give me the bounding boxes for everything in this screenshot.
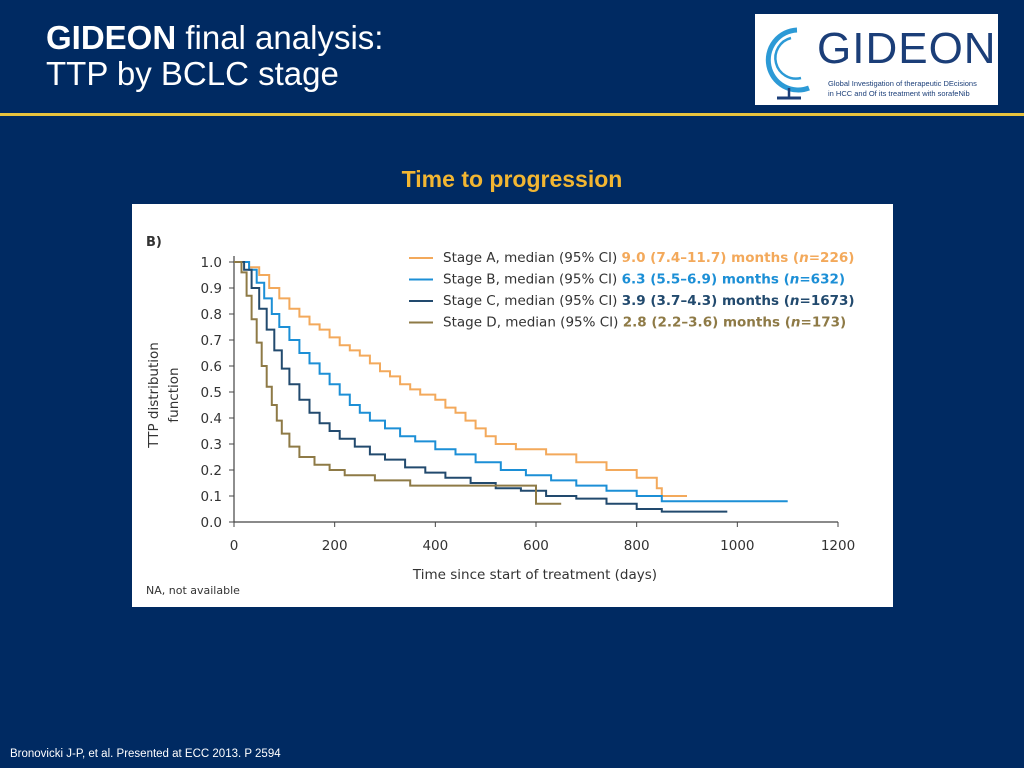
y-tick-label: 0.0 [201,515,222,531]
x-tick-label: 800 [624,538,650,554]
curve-stage_d [234,261,562,505]
legend-median: 9.0 (7.4–11.7) months ( [622,250,800,266]
y-tick-label: 0.1 [201,489,222,505]
chart-panel: B) 0.0 0.1 0.2 0.3 0.4 0.5 0.6 0.7 0.8 0.9 1.0 0 200… [132,204,893,607]
ttp-chart: B) 0.0 0.1 0.2 0.3 0.4 0.5 0.6 0.7 0.8 0.9 1.0 0 200… [146,235,855,597]
x-tick-label: 600 [523,538,549,554]
title-bold: GIDEON [46,19,177,56]
legend-n-value: =632) [799,272,845,288]
logo-wordmark: GIDEON [817,24,997,73]
chart-footnote: NA, not available [146,584,240,597]
x-tick-label: 1000 [720,538,754,554]
y-tick-label: 0.5 [201,385,222,401]
curve-stage_c [234,261,728,513]
legend-n-value: =226) [809,250,855,266]
x-tick-label: 1200 [821,538,855,554]
title-rest: final analysis: [176,19,384,56]
logo-tagline-line2: in HCC and Of its treatment with sorafeN… [828,89,970,98]
y-axis-label-line2: function [166,367,182,422]
legend-n-value: =1673) [800,293,855,309]
curve-stage_a [234,261,687,497]
legend-name: Stage B, median (95% CI) [443,272,622,288]
legend-entry-stage_c: Stage C, median (95% CI) 3.9 (3.7–4.3) m… [443,293,855,309]
legend-entry-stage_d: Stage D, median (95% CI) 2.8 (2.2–3.6) m… [443,315,846,331]
y-tick-label: 0.2 [201,463,222,479]
y-tick-label: 0.4 [201,411,222,427]
legend-entry-stage_b: Stage B, median (95% CI) 6.3 (5.5–6.9) m… [443,272,845,288]
gideon-logo: GIDEON Global Investigation of therapeut… [755,14,998,105]
legend-median: 3.9 (3.7–4.3) months ( [622,293,790,309]
section-title: Time to progression [401,166,623,192]
legend-median: 6.3 (5.5–6.9) months ( [622,272,790,288]
legend-n: n [790,272,800,288]
y-tick-label: 0.7 [201,333,222,349]
y-tick-label: 0.9 [201,281,222,297]
legend-n: n [799,250,809,266]
y-tick-label: 1.0 [201,255,222,271]
globe-icon [765,27,810,100]
x-tick-label: 200 [322,538,348,554]
legend-name: Stage D, median (95% CI) [443,315,623,331]
y-tick-label: 0.8 [201,307,222,323]
x-tick-label: 400 [422,538,448,554]
curve-stage_b [234,261,788,503]
header-divider [0,113,1024,116]
legend-n: n [791,315,801,331]
panel-label: B) [146,235,162,250]
logo-tagline-line1: Global Investigation of therapeutic DEci… [828,79,977,88]
x-axis-label: Time since start of treatment (days) [412,567,657,583]
slide-title: GIDEON final analysis: TTP by BCLC stage [46,20,383,92]
source-citation: Bronovicki J-P, et al. Presented at ECC … [10,748,281,760]
y-axis-label-line1: TTP distribution [146,342,162,449]
legend-median: 2.8 (2.2–3.6) months ( [623,315,791,331]
legend-name: Stage C, median (95% CI) [443,293,622,309]
legend-entry-stage_a: Stage A, median (95% CI) 9.0 (7.4–11.7) … [443,250,854,266]
y-tick-label: 0.3 [201,437,222,453]
logo-tagline: Global Investigation of therapeutic DEci… [828,79,977,99]
y-tick-label: 0.6 [201,359,222,375]
legend-name: Stage A, median (95% CI) [443,250,622,266]
legend-n: n [790,293,800,309]
x-tick-label: 0 [230,538,239,554]
slide-subtitle: TTP by BCLC stage [46,55,339,92]
legend-n-value: =173) [801,315,847,331]
